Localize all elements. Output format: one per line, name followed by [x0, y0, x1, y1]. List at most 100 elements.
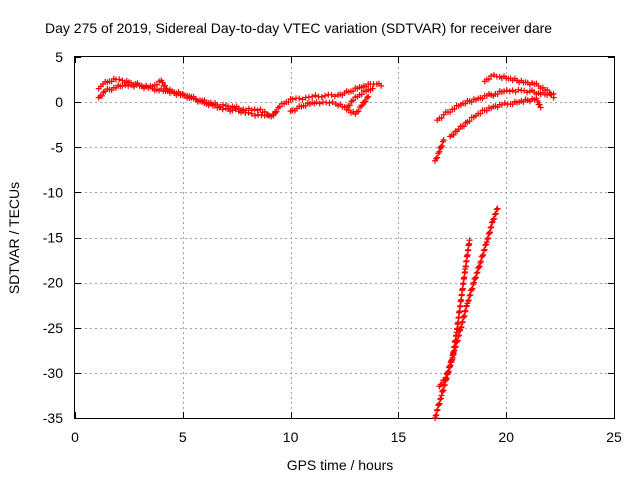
data-point [483, 107, 490, 114]
y-tick-label: -10 [43, 184, 63, 200]
data-point [480, 251, 487, 258]
data-point [433, 411, 440, 418]
data-point [460, 123, 467, 130]
data-point [133, 81, 140, 88]
data-point [472, 275, 479, 282]
data-point [466, 118, 473, 125]
data-point [480, 247, 487, 254]
data-point [159, 79, 166, 86]
data-point [468, 286, 475, 293]
data-point [470, 279, 477, 286]
data-point [544, 86, 551, 93]
data-point [476, 263, 483, 270]
x-tick-label: 15 [391, 429, 407, 445]
data-point [326, 100, 333, 107]
data-point [509, 87, 516, 94]
data-point [378, 82, 385, 89]
data-point [490, 216, 497, 223]
data-point [358, 91, 365, 98]
data-point [434, 406, 441, 413]
data-point [465, 297, 472, 304]
data-point [484, 236, 491, 243]
y-tick-label: 5 [55, 49, 63, 65]
data-point [350, 88, 357, 95]
data-point [251, 106, 258, 113]
data-point [312, 92, 319, 99]
data-point [313, 99, 320, 106]
axis-ticks [75, 57, 615, 419]
chart-title: Day 275 of 2019, Sidereal Day-to-day VTE… [45, 20, 552, 36]
data-point [440, 137, 447, 144]
data-point [473, 274, 480, 281]
data-point [438, 381, 445, 388]
data-point [479, 252, 486, 259]
data-point [485, 76, 492, 83]
data-point [355, 108, 362, 115]
y-tick-label: 0 [55, 94, 63, 110]
data-point [451, 105, 458, 112]
data-point [119, 82, 126, 89]
data-point [369, 85, 376, 92]
data-point [491, 211, 498, 218]
data-point [481, 246, 488, 253]
data-point [438, 143, 445, 150]
data-point [296, 95, 303, 102]
data-point [467, 291, 474, 298]
data-point [331, 93, 338, 100]
y-tick-label: -35 [43, 410, 63, 426]
data-point [309, 93, 316, 100]
data-point [469, 285, 476, 292]
data-point [537, 104, 544, 111]
data-point [446, 363, 453, 370]
data-point [534, 97, 541, 104]
data-point [220, 101, 227, 108]
data-point [487, 224, 494, 231]
y-tick-label: -5 [51, 139, 64, 155]
data-point [478, 258, 485, 265]
x-tick-label: 0 [71, 429, 79, 445]
data-point [98, 92, 105, 99]
data-point [116, 76, 123, 83]
data-point [328, 91, 335, 98]
y-tick-label: -30 [43, 365, 63, 381]
data-point [322, 92, 329, 99]
plot-area-border [74, 56, 615, 419]
data-point [436, 148, 443, 155]
data-point [462, 100, 469, 107]
grid-lines [75, 57, 614, 418]
y-axis-title: SDTVAR / TECUs [6, 182, 22, 294]
y-tick-label: -25 [43, 320, 63, 336]
data-point [289, 96, 296, 103]
data-point [475, 264, 482, 271]
data-point [445, 369, 452, 376]
data-point [487, 229, 494, 236]
data-point [440, 387, 447, 394]
data-point [433, 155, 440, 162]
data-point [446, 364, 453, 371]
data-point [437, 396, 444, 403]
data-point [447, 359, 454, 366]
data-point [503, 87, 510, 94]
data-point [329, 99, 336, 106]
data-point [486, 229, 493, 236]
x-tick-label: 5 [179, 429, 187, 445]
data-point [444, 369, 451, 376]
data-point [515, 86, 522, 93]
data-point [550, 94, 557, 101]
data-point [477, 110, 484, 117]
data-point [436, 400, 443, 407]
data-point [346, 102, 353, 109]
data-point [439, 387, 446, 394]
data-point [488, 223, 495, 230]
data-point [266, 112, 273, 119]
data-point [162, 82, 169, 89]
data-point [316, 100, 323, 107]
data-point [524, 89, 531, 96]
data-point [450, 131, 457, 138]
data-point [433, 407, 440, 414]
data-point [482, 242, 489, 249]
data-point [438, 144, 445, 151]
data-point [465, 298, 472, 305]
data-point [318, 93, 325, 100]
data-point [350, 97, 357, 104]
